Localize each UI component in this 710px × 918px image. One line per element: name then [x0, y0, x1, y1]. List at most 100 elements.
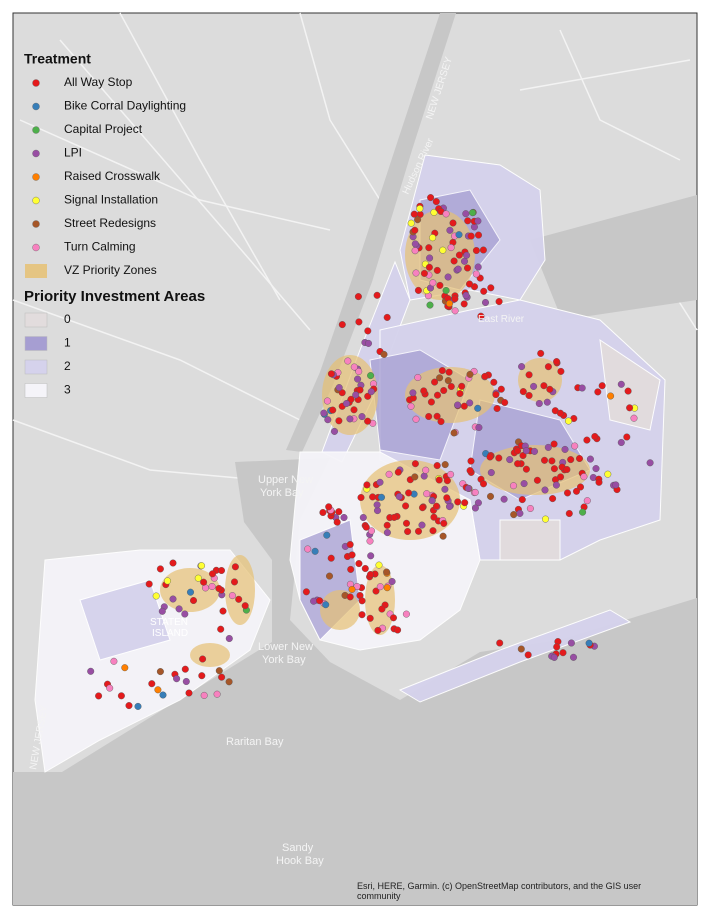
- legend-title: Treatment: [24, 51, 91, 67]
- treatment-point: [411, 247, 419, 255]
- treatment-point: [324, 416, 332, 424]
- treatment-point: [416, 205, 424, 213]
- treatment-point: [348, 551, 356, 559]
- legend-swatch: [32, 196, 40, 205]
- treatment-point: [374, 507, 382, 515]
- treatment-point: [358, 413, 366, 421]
- treatment-point: [490, 378, 498, 386]
- treatment-point: [409, 389, 417, 397]
- treatment-point: [443, 477, 451, 485]
- treatment-point: [443, 494, 451, 502]
- treatment-point: [423, 490, 431, 498]
- treatment-point: [208, 570, 216, 578]
- treatment-point: [217, 625, 225, 633]
- water: [13, 13, 697, 905]
- treatment-point: [449, 219, 457, 227]
- treatment-point: [630, 414, 638, 422]
- treatment-point: [444, 377, 452, 385]
- treatment-point: [486, 453, 494, 461]
- treatment-point: [429, 279, 437, 287]
- treatment-point: [501, 399, 509, 407]
- treatment-point: [367, 388, 375, 396]
- treatment-point: [464, 484, 472, 492]
- legend-swatch: [32, 243, 40, 252]
- treatment-point: [346, 541, 354, 549]
- treatment-point: [359, 514, 367, 522]
- district: [599, 338, 661, 431]
- treatment-point: [454, 498, 462, 506]
- treatment-point: [348, 585, 356, 593]
- map-label: Lower New: [258, 641, 313, 653]
- treatment-point: [411, 226, 419, 234]
- treatment-point: [541, 456, 549, 464]
- legend-swatch: [24, 383, 48, 398]
- treatment-point: [444, 273, 452, 281]
- treatment-point: [363, 481, 371, 489]
- treatment-point: [466, 399, 474, 407]
- treatment-point: [182, 678, 190, 686]
- treatment-point: [394, 468, 402, 476]
- treatment-point: [433, 502, 441, 510]
- legend-swatch: [24, 336, 48, 351]
- treatment-point: [152, 592, 160, 600]
- treatment-point: [357, 494, 365, 502]
- treatment-point: [520, 480, 528, 488]
- treatment-point: [471, 504, 479, 512]
- treatment-point: [412, 269, 420, 277]
- treatment-point: [561, 445, 569, 453]
- treatment-point: [383, 584, 391, 592]
- treatment-point: [446, 300, 454, 308]
- treatment-point: [430, 513, 438, 521]
- treatment-point: [557, 473, 565, 481]
- treatment-point: [380, 350, 388, 358]
- treatment-point: [439, 532, 447, 540]
- treatment-point: [439, 246, 447, 254]
- treatment-point: [592, 465, 600, 473]
- treatment-point: [186, 588, 194, 596]
- treatment-point: [550, 653, 558, 661]
- treatment-point: [571, 442, 579, 450]
- treatment-point: [394, 626, 402, 634]
- treatment-point: [464, 264, 472, 272]
- treatment-point: [583, 436, 591, 444]
- treatment-point: [367, 372, 375, 380]
- treatment-point: [433, 462, 441, 470]
- treatment-point: [604, 470, 612, 478]
- treatment-point: [198, 672, 206, 680]
- treatment-point: [374, 626, 382, 634]
- treatment-point: [402, 502, 410, 510]
- district: [79, 579, 171, 661]
- treatment-point: [355, 368, 363, 376]
- legend-label: VZ Priority Zones: [64, 263, 157, 277]
- treatment-point: [327, 370, 335, 378]
- legend-label: Street Redesigns: [64, 216, 156, 230]
- treatment-point: [181, 610, 189, 618]
- treatment-point: [550, 465, 558, 473]
- treatment-point: [383, 313, 391, 321]
- treatment-point: [496, 639, 504, 647]
- treatment-point: [199, 655, 207, 663]
- treatment-point: [477, 312, 485, 320]
- treatment-point: [354, 293, 362, 301]
- treatment-point: [225, 635, 233, 643]
- attribution: Esri, HERE, Garmin. (c) OpenStreetMap co…: [357, 881, 642, 901]
- treatment-point: [148, 680, 156, 688]
- treatment-point: [355, 318, 363, 326]
- priority-zone: [190, 643, 230, 667]
- legend-swatch: [32, 220, 40, 228]
- treatment-point: [156, 565, 164, 573]
- legend-swatch: [24, 312, 48, 328]
- treatment-point: [466, 280, 474, 288]
- treatment-point: [376, 478, 384, 486]
- treatment-point: [418, 521, 426, 529]
- treatment-point: [383, 521, 391, 529]
- treatment-point: [347, 395, 355, 403]
- treatment-point: [154, 686, 162, 694]
- treatment-point: [455, 251, 463, 259]
- treatment-point: [378, 605, 386, 613]
- treatment-point: [461, 257, 469, 265]
- treatment-point: [531, 447, 539, 455]
- treatment-point: [510, 482, 518, 490]
- treatment-point: [565, 510, 573, 518]
